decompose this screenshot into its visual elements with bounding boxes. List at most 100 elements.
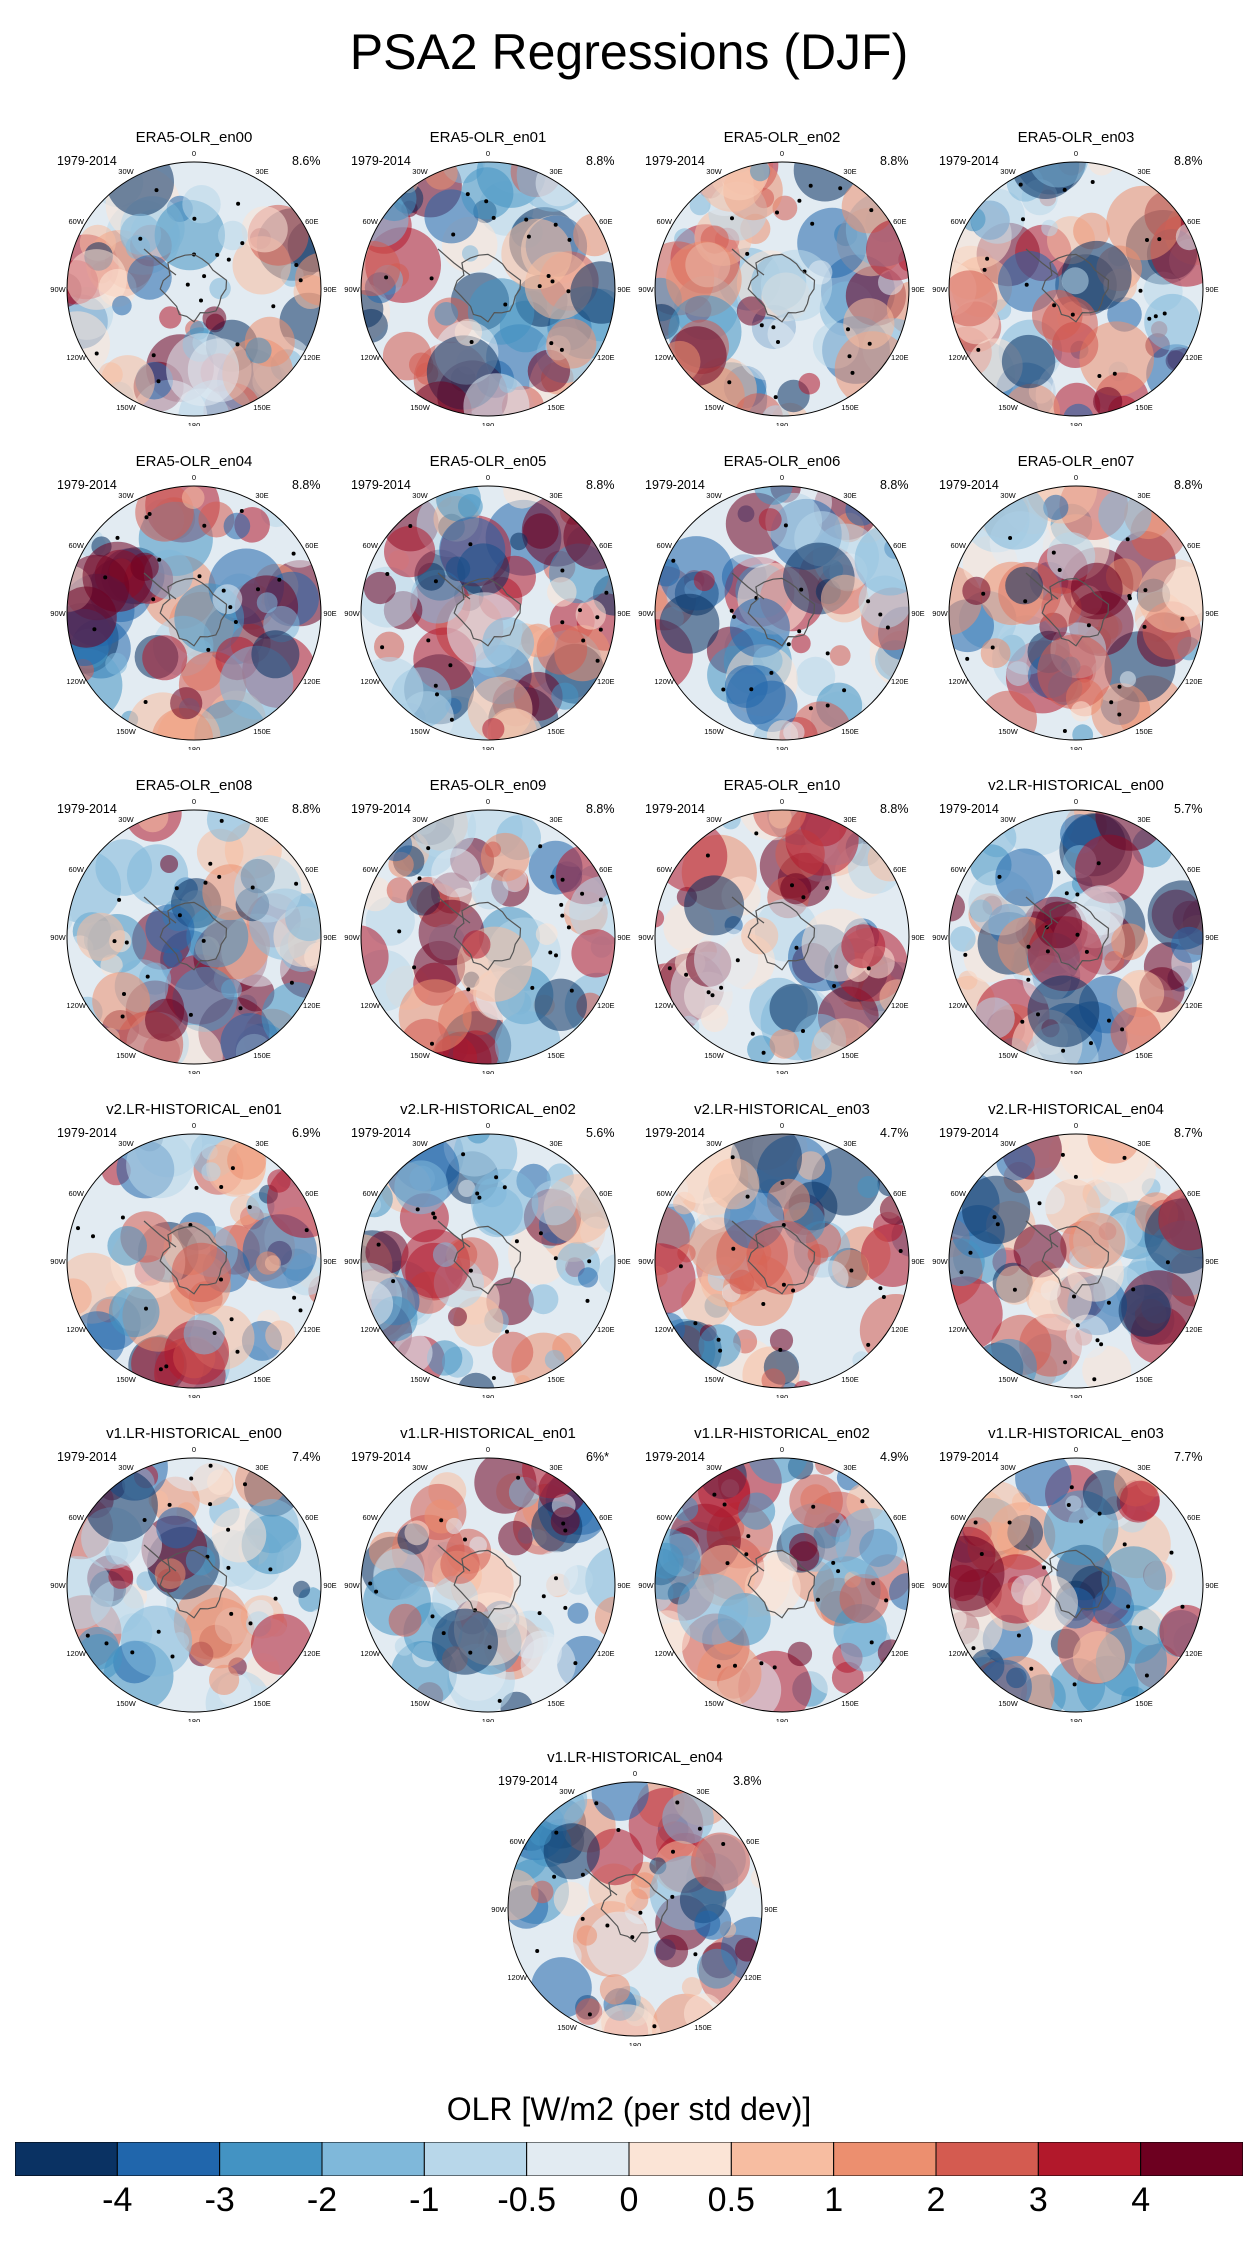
longitude-label: 60E bbox=[1187, 865, 1200, 874]
longitude-label: 30E bbox=[255, 491, 268, 500]
longitude-label: 30E bbox=[843, 1139, 856, 1148]
longitude-label: 0 bbox=[780, 1445, 784, 1454]
longitude-label: 120E bbox=[597, 1649, 615, 1658]
longitude-label: 180 bbox=[1070, 1393, 1083, 1398]
longitude-label: 150E bbox=[1135, 1699, 1153, 1708]
longitude-label: 0 bbox=[780, 797, 784, 806]
longitude-label: 60E bbox=[1187, 1513, 1200, 1522]
longitude-label: 90E bbox=[911, 285, 924, 294]
longitude-label: 90E bbox=[617, 1581, 630, 1590]
peninsula-coastline bbox=[1025, 896, 1059, 924]
longitude-label: 120W bbox=[948, 353, 969, 362]
colorbar-label: 1 bbox=[824, 2181, 844, 2219]
panel-title: ERA5-OLR_en07 bbox=[1017, 453, 1135, 470]
longitude-label: 90E bbox=[1205, 1257, 1218, 1266]
peninsula-coastline bbox=[143, 248, 177, 276]
longitude-label: 0 bbox=[780, 149, 784, 158]
longitude-label: 180 bbox=[188, 1393, 201, 1398]
longitude-label: 150E bbox=[694, 2023, 712, 2032]
longitude-label: 90W bbox=[638, 609, 654, 618]
longitude-label: 150E bbox=[1135, 1051, 1153, 1060]
longitude-label: 180 bbox=[188, 745, 201, 750]
panel-variance-percent: 7.7% bbox=[1174, 1450, 1203, 1464]
longitude-label: 30W bbox=[706, 1463, 722, 1472]
panel-period: 1979-2014 bbox=[351, 802, 411, 816]
peninsula-coastline bbox=[731, 572, 765, 600]
longitude-label: 30W bbox=[412, 1139, 428, 1148]
panel-period: 1979-2014 bbox=[57, 802, 117, 816]
longitude-label: 60W bbox=[950, 541, 966, 550]
colorbar-label: -4 bbox=[102, 2181, 133, 2219]
longitude-label: 90E bbox=[617, 609, 630, 618]
antarctica-coastline bbox=[1041, 901, 1110, 971]
longitude-label: 30E bbox=[549, 1139, 562, 1148]
longitude-label: 120E bbox=[744, 1973, 762, 1982]
longitude-label: 60W bbox=[68, 541, 84, 550]
panel-title: v1.LR-HISTORICAL_en01 bbox=[400, 1425, 576, 1442]
longitude-label: 150W bbox=[410, 1051, 431, 1060]
map-panel: 0 30E 60E 90E 120E 150E 180 150W 120W 90W 60W 30W v2… bbox=[338, 1098, 638, 1398]
longitude-label: 90W bbox=[638, 285, 654, 294]
map-panel: 0 30E 60E 90E 120E 150E 180 150W 120W 90W 60W 30W ER… bbox=[338, 450, 638, 750]
olr-field bbox=[949, 162, 1203, 416]
longitude-label: 60E bbox=[305, 865, 318, 874]
longitude-label: 30W bbox=[1000, 1463, 1016, 1472]
colorbar-label: -3 bbox=[204, 2181, 235, 2219]
panel-title: ERA5-OLR_en01 bbox=[429, 129, 547, 146]
longitude-label: 150W bbox=[998, 1051, 1019, 1060]
longitude-label: 90E bbox=[617, 933, 630, 942]
longitude-label: 120W bbox=[360, 353, 381, 362]
panel-title: v2.LR-HISTORICAL_en02 bbox=[400, 1101, 576, 1118]
longitude-label: 90E bbox=[617, 1257, 630, 1266]
panel-title: v1.LR-HISTORICAL_en00 bbox=[106, 1425, 282, 1442]
panel-title: ERA5-OLR_en06 bbox=[723, 453, 841, 470]
longitude-label: 0 bbox=[1074, 473, 1078, 482]
longitude-label: 30W bbox=[412, 1463, 428, 1472]
longitude-label: 90E bbox=[323, 1581, 336, 1590]
longitude-label: 120E bbox=[891, 353, 909, 362]
longitude-label: 150W bbox=[116, 1375, 137, 1384]
map-panel: 0 30E 60E 90E 120E 150E 180 150W 120W 90W 60W 30W v1… bbox=[926, 1422, 1226, 1722]
map-panel: 0 30E 60E 90E 120E 150E 180 150W 120W 90W 60W 30W ER… bbox=[632, 126, 932, 426]
panel-variance-percent: 6%* bbox=[586, 1450, 609, 1464]
colorbar-label: 4 bbox=[1131, 2181, 1151, 2219]
longitude-label: 150W bbox=[704, 727, 725, 736]
panel-variance-percent: 8.6% bbox=[292, 154, 321, 168]
longitude-label: 60W bbox=[362, 217, 378, 226]
longitude-label: 120W bbox=[360, 1649, 381, 1658]
olr-field bbox=[361, 486, 615, 740]
panel-period: 1979-2014 bbox=[351, 1126, 411, 1140]
panel-title: ERA5-OLR_en08 bbox=[135, 777, 253, 794]
panel-title: v1.LR-HISTORICAL_en02 bbox=[694, 1425, 870, 1442]
panel-period: 1979-2014 bbox=[57, 154, 117, 168]
longitude-label: 60W bbox=[362, 865, 378, 874]
longitude-label: 120E bbox=[597, 353, 615, 362]
longitude-label: 60W bbox=[950, 865, 966, 874]
panel-period: 1979-2014 bbox=[939, 478, 999, 492]
peninsula-coastline bbox=[731, 248, 765, 276]
peninsula-coastline bbox=[437, 572, 471, 600]
longitude-label: 30E bbox=[549, 491, 562, 500]
longitude-label: 60W bbox=[656, 541, 672, 550]
map-boundary bbox=[66, 485, 322, 741]
longitude-label: 150W bbox=[410, 403, 431, 412]
longitude-label: 30W bbox=[118, 815, 134, 824]
map-panel: 0 30E 60E 90E 120E 150E 180 150W 120W 90W 60W 30W ER… bbox=[926, 450, 1226, 750]
olr-field bbox=[361, 1134, 615, 1388]
panel-period: 1979-2014 bbox=[57, 478, 117, 492]
longitude-label: 90W bbox=[50, 1581, 66, 1590]
panel-title: v1.LR-HISTORICAL_en04 bbox=[547, 1749, 723, 1766]
longitude-label: 30W bbox=[118, 1463, 134, 1472]
map-boundary bbox=[654, 1133, 910, 1389]
longitude-label: 150W bbox=[116, 403, 137, 412]
longitude-label: 30W bbox=[706, 1139, 722, 1148]
longitude-label: 90W bbox=[344, 933, 360, 942]
olr-field bbox=[67, 162, 321, 416]
figure-title: PSA2 Regressions (DJF) bbox=[349, 24, 909, 80]
longitude-label: 0 bbox=[486, 1121, 490, 1130]
panel-period: 1979-2014 bbox=[939, 802, 999, 816]
colorbar-segment bbox=[1140, 2142, 1243, 2176]
longitude-label: 120E bbox=[303, 1001, 321, 1010]
longitude-label: 90W bbox=[638, 933, 654, 942]
longitude-label: 30E bbox=[696, 1787, 709, 1796]
